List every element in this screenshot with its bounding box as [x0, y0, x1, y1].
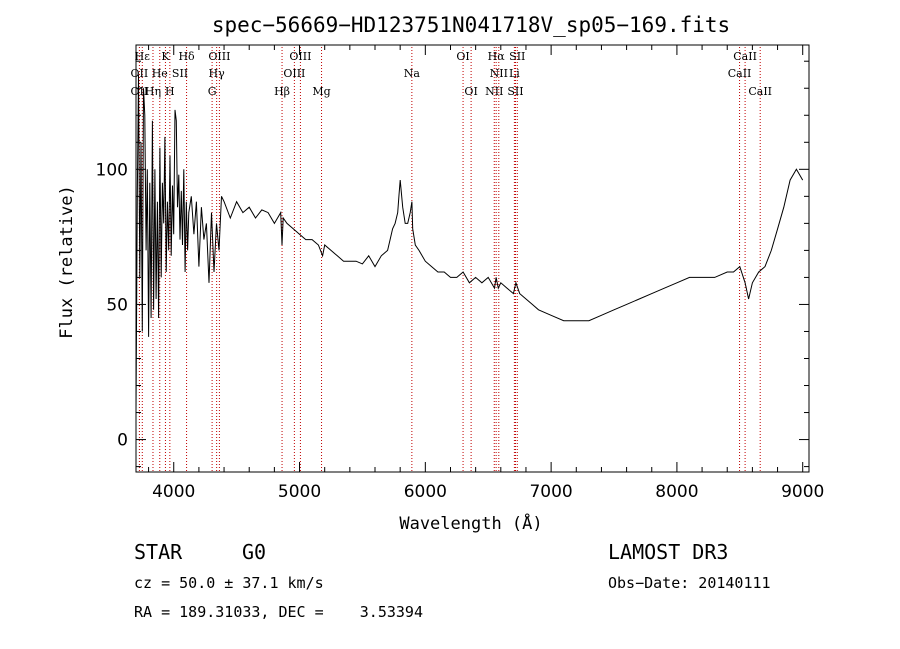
- line-label: CaII: [728, 67, 752, 80]
- line-label: SII: [507, 85, 523, 98]
- line-label: NII: [490, 67, 508, 80]
- line-label: K: [161, 50, 170, 63]
- line-label: Mg: [312, 85, 330, 98]
- line-label: OIII: [283, 67, 305, 80]
- line-label: Li: [509, 67, 520, 80]
- line-label: CaII: [733, 50, 757, 63]
- object-type: STAR: [134, 540, 182, 564]
- line-label: Hβ: [274, 85, 290, 98]
- x-tick-label: 4000: [152, 482, 195, 502]
- line-label: G: [208, 85, 217, 98]
- x-tick-label: 9000: [781, 482, 824, 502]
- survey-name: LAMOST DR3: [608, 540, 728, 564]
- spectral-line-markers: [139, 47, 760, 472]
- line-label: H: [165, 85, 175, 98]
- spectral-subclass: G0: [242, 540, 266, 564]
- coordinates: RA = 189.31033, DEC = 3.53394: [134, 603, 423, 621]
- y-tick-label: 50: [106, 295, 128, 315]
- x-tick-label: 7000: [529, 482, 572, 502]
- line-label: OI: [464, 85, 477, 98]
- y-tick-label: 100: [96, 160, 128, 180]
- line-label: Hα: [488, 50, 506, 63]
- redshift-velocity: cz = 50.0 ± 37.1 km/s: [134, 574, 324, 592]
- line-label: Hη: [145, 85, 161, 98]
- line-label: SII: [509, 50, 525, 63]
- chart-title: spec−56669−HD123751N041718V_sp05−169.fit…: [212, 13, 730, 37]
- line-label: NII: [485, 85, 503, 98]
- line-label: OII: [131, 67, 149, 80]
- line-label: Hγ: [209, 67, 226, 80]
- spectrum-series-line: [136, 75, 803, 413]
- line-label: OIII: [208, 50, 230, 63]
- y-axis-title: Flux (relative): [57, 185, 77, 339]
- x-tick-label: 6000: [404, 482, 447, 502]
- axis-ticks: 4000 5000 6000 7000 8000 9000 0 50 100: [96, 45, 825, 502]
- line-label: He: [152, 67, 168, 80]
- line-label: OI: [456, 50, 469, 63]
- line-label: SII: [172, 67, 188, 80]
- line-label: CaII: [748, 85, 772, 98]
- x-tick-label: 5000: [278, 482, 321, 502]
- line-label: Na: [404, 67, 421, 80]
- x-tick-label: 8000: [655, 482, 698, 502]
- line-label: Hδ: [178, 50, 195, 63]
- spectrum-chart: spec−56669−HD123751N041718V_sp05−169.fit…: [0, 0, 900, 540]
- plot-frame: [136, 45, 809, 472]
- observation-date: Obs−Date: 20140111: [608, 574, 771, 592]
- y-tick-label: 0: [117, 431, 128, 451]
- x-axis-title: Wavelength (Å): [399, 512, 542, 534]
- line-label: OIII: [289, 50, 311, 63]
